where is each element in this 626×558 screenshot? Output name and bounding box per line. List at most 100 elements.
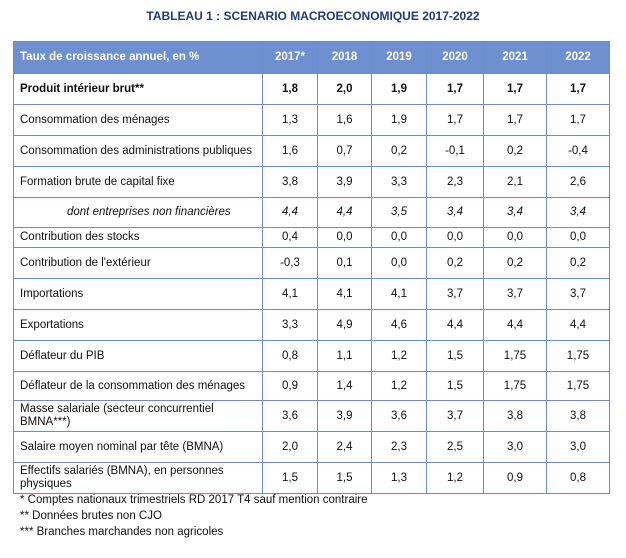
table-row: Masse salariale (secteur concurrentiel B…	[13, 400, 610, 432]
cell-value: 0,9	[483, 462, 547, 494]
cell-value: 3,6	[262, 400, 318, 432]
cell-value: 1,75	[483, 371, 547, 401]
cell-value: 0,2	[483, 135, 547, 167]
cell-value: 1,4	[317, 371, 372, 401]
cell-value: 4,4	[262, 197, 318, 228]
cell-value: 0,0	[426, 227, 484, 248]
header-year: 2017*	[262, 41, 318, 74]
table-row: Contribution de l'extérieur -0,3 0,1 0,0 0,2…	[13, 247, 610, 279]
cell-value: 1,5	[426, 340, 484, 372]
row-label: Produit intérieur brut**	[13, 73, 263, 105]
cell-value: 3,7	[426, 400, 484, 432]
cell-value: 0,8	[262, 340, 318, 372]
cell-value: 1,9	[371, 73, 427, 105]
cell-value: 1,7	[426, 73, 484, 105]
cell-value: 1,7	[483, 104, 547, 136]
cell-value: 1,75	[483, 340, 547, 372]
cell-value: 3,8	[546, 400, 610, 432]
cell-value: 4,9	[317, 309, 372, 341]
table-row: Déflateur du PIB 0,8 1,1 1,2 1,5 1,75 1,75	[13, 340, 610, 372]
cell-value: 0,0	[483, 227, 547, 248]
table-row: Formation brute de capital fixe 3,8 3,9 3,3…	[13, 166, 610, 198]
row-label: Consommation des administrations publiqu…	[13, 135, 263, 167]
cell-value: 0,2	[426, 247, 484, 279]
cell-value: 4,4	[426, 309, 484, 341]
cell-value: 0,4	[262, 227, 318, 248]
cell-value: 1,8	[262, 73, 318, 105]
cell-value: 4,1	[317, 278, 372, 310]
row-label: Masse salariale (secteur concurrentiel B…	[13, 400, 263, 432]
cell-value: 4,1	[371, 278, 427, 310]
header-year: 2018	[317, 41, 372, 74]
row-label: Contribution de l'extérieur	[13, 247, 263, 279]
cell-value: 0,0	[317, 227, 372, 248]
cell-value: 3,5	[371, 197, 427, 228]
cell-value: 0,7	[317, 135, 372, 167]
table-row: Consommation des ménages 1,3 1,6 1,9 1,7 1,7 1…	[13, 104, 610, 136]
cell-value: 0,9	[262, 371, 318, 401]
cell-value: 0,0	[371, 247, 427, 279]
header-year: 2021	[483, 41, 547, 74]
cell-value: 2,3	[371, 431, 427, 463]
table-row: Consommation des administrations publiqu…	[13, 135, 610, 167]
cell-value: 0,1	[317, 247, 372, 279]
footnote: * Comptes nationaux trimestriels RD 2017…	[20, 494, 368, 506]
row-label: Importations	[13, 278, 263, 310]
header-row: Taux de croissance annuel, en % 2017* 20…	[13, 41, 610, 74]
cell-value: 2,0	[262, 431, 318, 463]
cell-value: 1,7	[426, 104, 484, 136]
cell-value: 2,5	[426, 431, 484, 463]
cell-value: 3,8	[483, 400, 547, 432]
cell-value: 0,0	[371, 227, 427, 248]
cell-value: 3,8	[262, 166, 318, 198]
macro-scenario-table: Taux de croissance annuel, en % 2017* 20…	[13, 41, 610, 494]
cell-value: 0,8	[546, 462, 610, 494]
cell-value: 3,4	[426, 197, 484, 228]
table-row: Importations 4,1 4,1 4,1 3,7 3,7 3,7	[13, 278, 610, 310]
cell-value: 1,7	[483, 73, 547, 105]
table-row: Déflateur de la consommation des ménages…	[13, 371, 610, 401]
cell-value: 3,4	[546, 197, 610, 228]
row-label: Consommation des ménages	[13, 104, 263, 136]
cell-value: 3,7	[426, 278, 484, 310]
table-row: Contribution des stocks 0,4 0,0 0,0 0,0 0,0 0,…	[13, 227, 610, 248]
cell-value: 1,1	[317, 340, 372, 372]
cell-value: 4,6	[371, 309, 427, 341]
cell-value: 3,7	[483, 278, 547, 310]
cell-value: 1,2	[371, 340, 427, 372]
cell-value: 4,1	[262, 278, 318, 310]
footnotes: * Comptes nationaux trimestriels RD 2017…	[20, 493, 368, 540]
header-label: Taux de croissance annuel, en %	[13, 41, 263, 74]
cell-value: 1,75	[546, 371, 610, 401]
cell-value: 3,0	[483, 431, 547, 463]
row-label: Effectifs salariés (BMNA), en personnes …	[13, 462, 263, 494]
header-year: 2022	[546, 41, 610, 74]
cell-value: 3,0	[546, 431, 610, 463]
cell-value: 2,4	[317, 431, 372, 463]
cell-value: 3,3	[262, 309, 318, 341]
cell-value: 1,5	[262, 462, 318, 494]
row-label: Déflateur du PIB	[13, 340, 263, 372]
row-label: Formation brute de capital fixe	[13, 166, 263, 198]
cell-value: 2,6	[546, 166, 610, 198]
cell-value: 0,0	[546, 227, 610, 248]
cell-value: 1,7	[546, 73, 610, 105]
cell-value: 1,3	[371, 462, 427, 494]
cell-value: 1,5	[317, 462, 372, 494]
table-row: Exportations 3,3 4,9 4,6 4,4 4,4 4,4	[13, 309, 610, 341]
row-label: Exportations	[13, 309, 263, 341]
header-year: 2019	[371, 41, 427, 74]
cell-value: -0,3	[262, 247, 318, 279]
row-label: Salaire moyen nominal par tête (BMNA)	[13, 431, 263, 463]
cell-value: 4,4	[317, 197, 372, 228]
cell-value: 1,2	[371, 371, 427, 401]
cell-value: 0,2	[546, 247, 610, 279]
cell-value: 1,6	[317, 104, 372, 136]
cell-value: 1,7	[546, 104, 610, 136]
cell-value: 2,1	[483, 166, 547, 198]
table-row: Salaire moyen nominal par tête (BMNA) 2,0…	[13, 431, 610, 463]
row-label: Déflateur de la consommation des ménages	[13, 371, 263, 401]
cell-value: 1,5	[426, 371, 484, 401]
cell-value: 1,3	[262, 104, 318, 136]
cell-value: 3,3	[371, 166, 427, 198]
